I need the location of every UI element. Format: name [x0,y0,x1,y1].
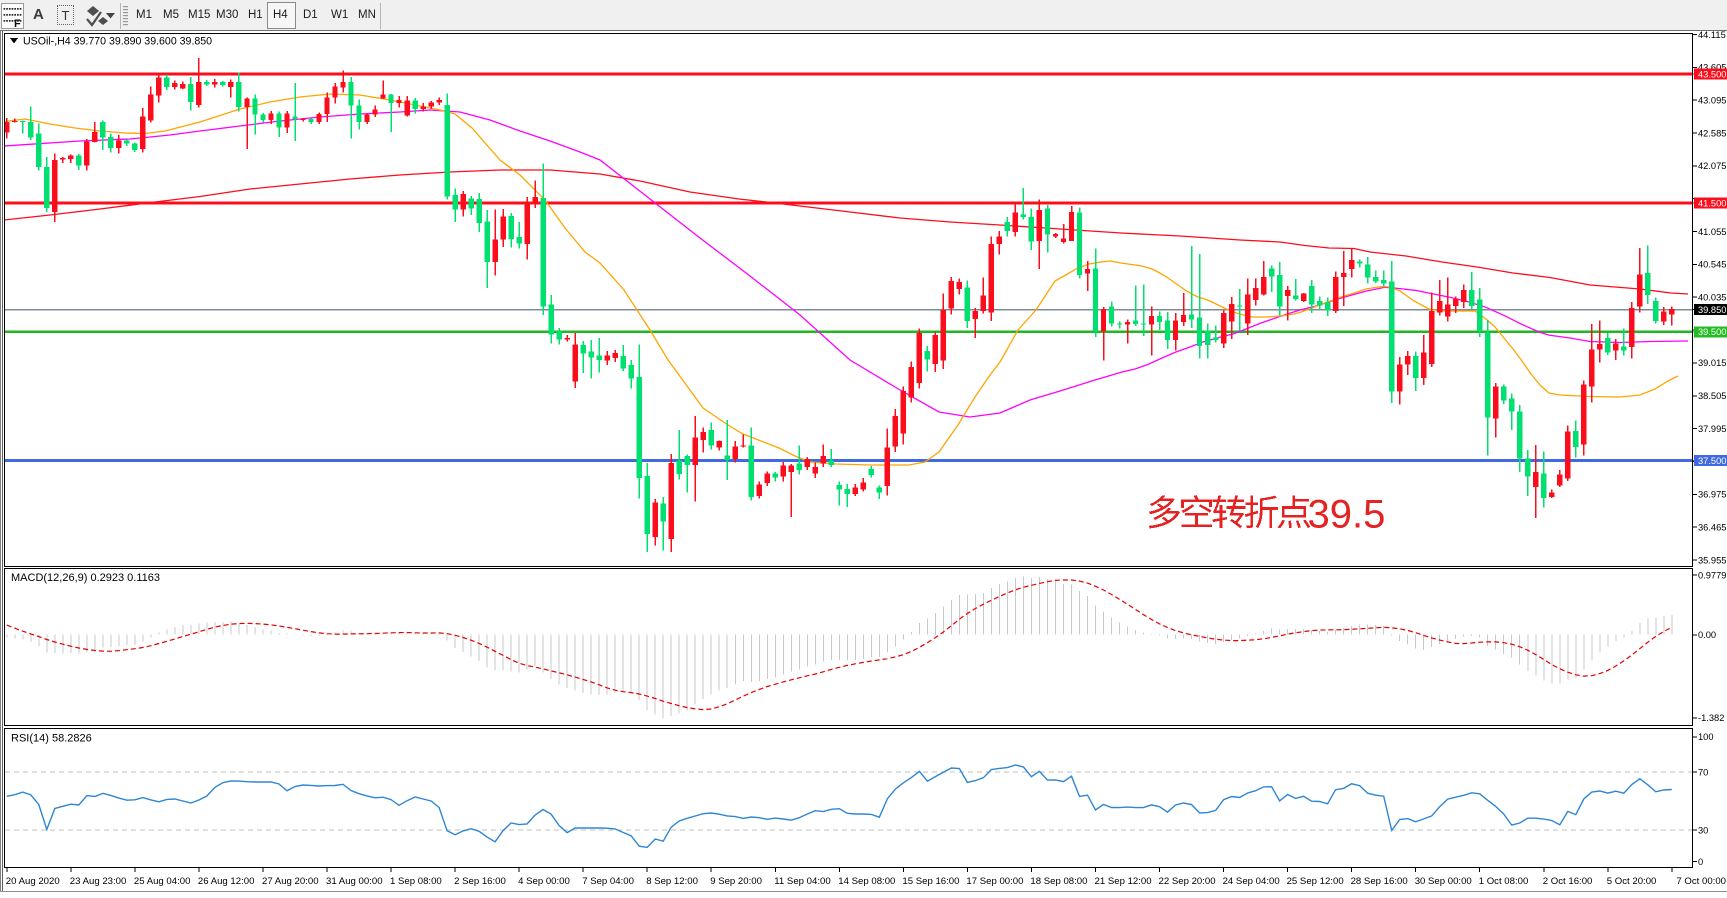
svg-text:26 Aug 12:00: 26 Aug 12:00 [198,876,255,887]
svg-text:18 Sep 08:00: 18 Sep 08:00 [1030,876,1087,887]
svg-text:37.500: 37.500 [1698,456,1726,466]
svg-text:100: 100 [1698,732,1714,742]
svg-text:1 Oct 08:00: 1 Oct 08:00 [1479,876,1529,887]
svg-text:30: 30 [1698,825,1708,835]
svg-text:F: F [14,18,21,28]
svg-text:39.850: 39.850 [1698,305,1726,315]
svg-text:RSI(14) 58.2826: RSI(14) 58.2826 [11,733,92,745]
svg-text:36.975: 36.975 [1698,490,1726,500]
svg-text:24 Sep 04:00: 24 Sep 04:00 [1223,876,1280,887]
svg-text:22 Sep 20:00: 22 Sep 20:00 [1159,876,1216,887]
svg-text:44.115: 44.115 [1698,30,1726,40]
svg-text:43.605: 43.605 [1698,63,1726,73]
svg-text:35.955: 35.955 [1698,555,1726,565]
svg-text:39.5: 39.5 [1308,493,1386,537]
svg-text:23 Aug 23:00: 23 Aug 23:00 [70,876,127,887]
svg-text:70: 70 [1698,768,1708,778]
svg-text:7 Oct 00:00: 7 Oct 00:00 [1676,876,1726,887]
svg-text:38.505: 38.505 [1698,391,1726,401]
svg-text:0.9779: 0.9779 [1698,571,1726,581]
svg-text:17 Sep 00:00: 17 Sep 00:00 [966,876,1023,887]
svg-text:43.095: 43.095 [1698,96,1726,106]
svg-text:43.500: 43.500 [1698,70,1726,80]
svg-text:5 Oct 20:00: 5 Oct 20:00 [1607,876,1657,887]
svg-text:USOil-,H4 39.770 39.890 39.60: USOil-,H4 39.770 39.890 39.600 39.850 [23,36,212,48]
svg-text:15 Sep 16:00: 15 Sep 16:00 [902,876,959,887]
svg-text:20 Aug 2020: 20 Aug 2020 [6,876,60,887]
svg-text:1 Sep 08:00: 1 Sep 08:00 [390,876,442,887]
svg-text:28 Sep 16:00: 28 Sep 16:00 [1351,876,1408,887]
svg-text:14 Sep 08:00: 14 Sep 08:00 [838,876,895,887]
svg-text:25 Sep 12:00: 25 Sep 12:00 [1287,876,1344,887]
svg-text:41.055: 41.055 [1698,227,1726,237]
svg-text:42.585: 42.585 [1698,128,1726,138]
svg-text:0: 0 [1698,857,1703,867]
svg-text:-1.382: -1.382 [1698,713,1724,723]
svg-text:30 Sep 00:00: 30 Sep 00:00 [1415,876,1472,887]
svg-text:42.075: 42.075 [1698,161,1726,171]
svg-text:7 Sep 04:00: 7 Sep 04:00 [582,876,634,887]
svg-text:37.995: 37.995 [1698,424,1726,434]
svg-text:2 Sep 16:00: 2 Sep 16:00 [454,876,506,887]
svg-text:MACD(12,26,9) 0.2923 0.1163: MACD(12,26,9) 0.2923 0.1163 [11,572,160,584]
svg-text:21 Sep 12:00: 21 Sep 12:00 [1095,876,1152,887]
svg-text:41.500: 41.500 [1698,198,1726,208]
svg-text:0.00: 0.00 [1698,630,1716,640]
svg-text:9 Sep 20:00: 9 Sep 20:00 [710,876,762,887]
svg-text:40.035: 40.035 [1698,293,1726,303]
svg-text:39.500: 39.500 [1698,327,1726,337]
svg-text:27 Aug 20:00: 27 Aug 20:00 [262,876,319,887]
svg-text:36.465: 36.465 [1698,522,1726,532]
svg-text:8 Sep 12:00: 8 Sep 12:00 [646,876,698,887]
svg-text:11 Sep 04:00: 11 Sep 04:00 [774,876,830,887]
svg-text:40.545: 40.545 [1698,260,1726,270]
svg-text:31 Aug 00:00: 31 Aug 00:00 [326,876,383,887]
svg-text:39.015: 39.015 [1698,358,1726,368]
svg-text:25 Aug 04:00: 25 Aug 04:00 [134,876,191,887]
svg-text:4 Sep 00:00: 4 Sep 00:00 [518,876,570,887]
svg-text:2 Oct 16:00: 2 Oct 16:00 [1543,876,1593,887]
